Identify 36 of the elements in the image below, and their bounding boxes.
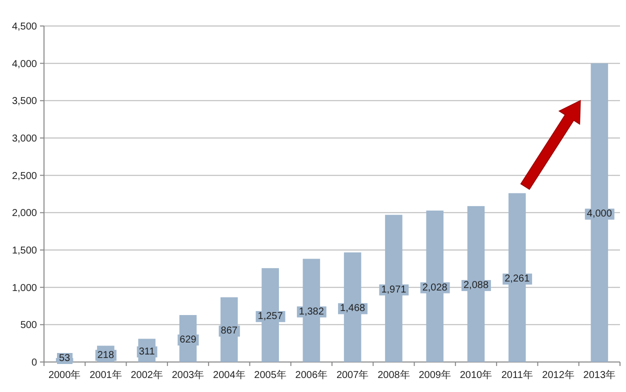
data-label: 1,382 [298, 306, 324, 318]
data-label: 1,971 [381, 284, 407, 296]
data-label: 1,468 [340, 303, 366, 314]
x-tick-label: 2008年 [378, 369, 410, 381]
data-label: 4,000 [586, 208, 612, 220]
data-label: 2,028 [422, 282, 448, 294]
x-tick-label: 2005年 [254, 369, 286, 381]
x-tick-label: 2004年 [213, 369, 246, 381]
y-tick-label: 4,000 [12, 58, 38, 70]
x-tick-label: 2007年 [336, 369, 369, 381]
y-tick-label: 500 [20, 320, 38, 332]
x-tick-label: 2013年 [583, 369, 616, 381]
y-tick-label: 4,500 [12, 22, 38, 32]
x-tick-label: 2012年 [542, 369, 574, 381]
x-tick-label: 2006年 [295, 369, 328, 381]
y-tick-label: 3,000 [12, 134, 38, 144]
y-tick-label: 1,500 [12, 246, 38, 256]
data-label: 867 [220, 326, 238, 337]
x-tick-label: 2011年 [501, 369, 533, 381]
x-tick-label: 2010年 [460, 369, 492, 381]
y-tick-label: 3,500 [12, 96, 38, 108]
x-tick-label: 2002年 [130, 369, 163, 381]
data-label: 1,257 [258, 311, 284, 322]
x-tick-label: 2000年 [48, 369, 81, 381]
x-tick-label: 2003年 [172, 369, 204, 381]
data-label: 218 [97, 350, 114, 361]
data-label: 2,088 [463, 280, 489, 292]
y-tick-label: 2,500 [12, 170, 38, 182]
data-label: 2,261 [504, 274, 530, 285]
y-tick-label: 1,000 [12, 282, 38, 294]
y-tick-label: 0 [31, 358, 38, 368]
data-label: 629 [180, 334, 197, 346]
x-tick-label: 2001年 [90, 369, 122, 381]
y-tick-label: 2,000 [12, 208, 38, 220]
x-tick-label: 2009年 [418, 369, 451, 381]
data-label: 311 [138, 346, 156, 358]
